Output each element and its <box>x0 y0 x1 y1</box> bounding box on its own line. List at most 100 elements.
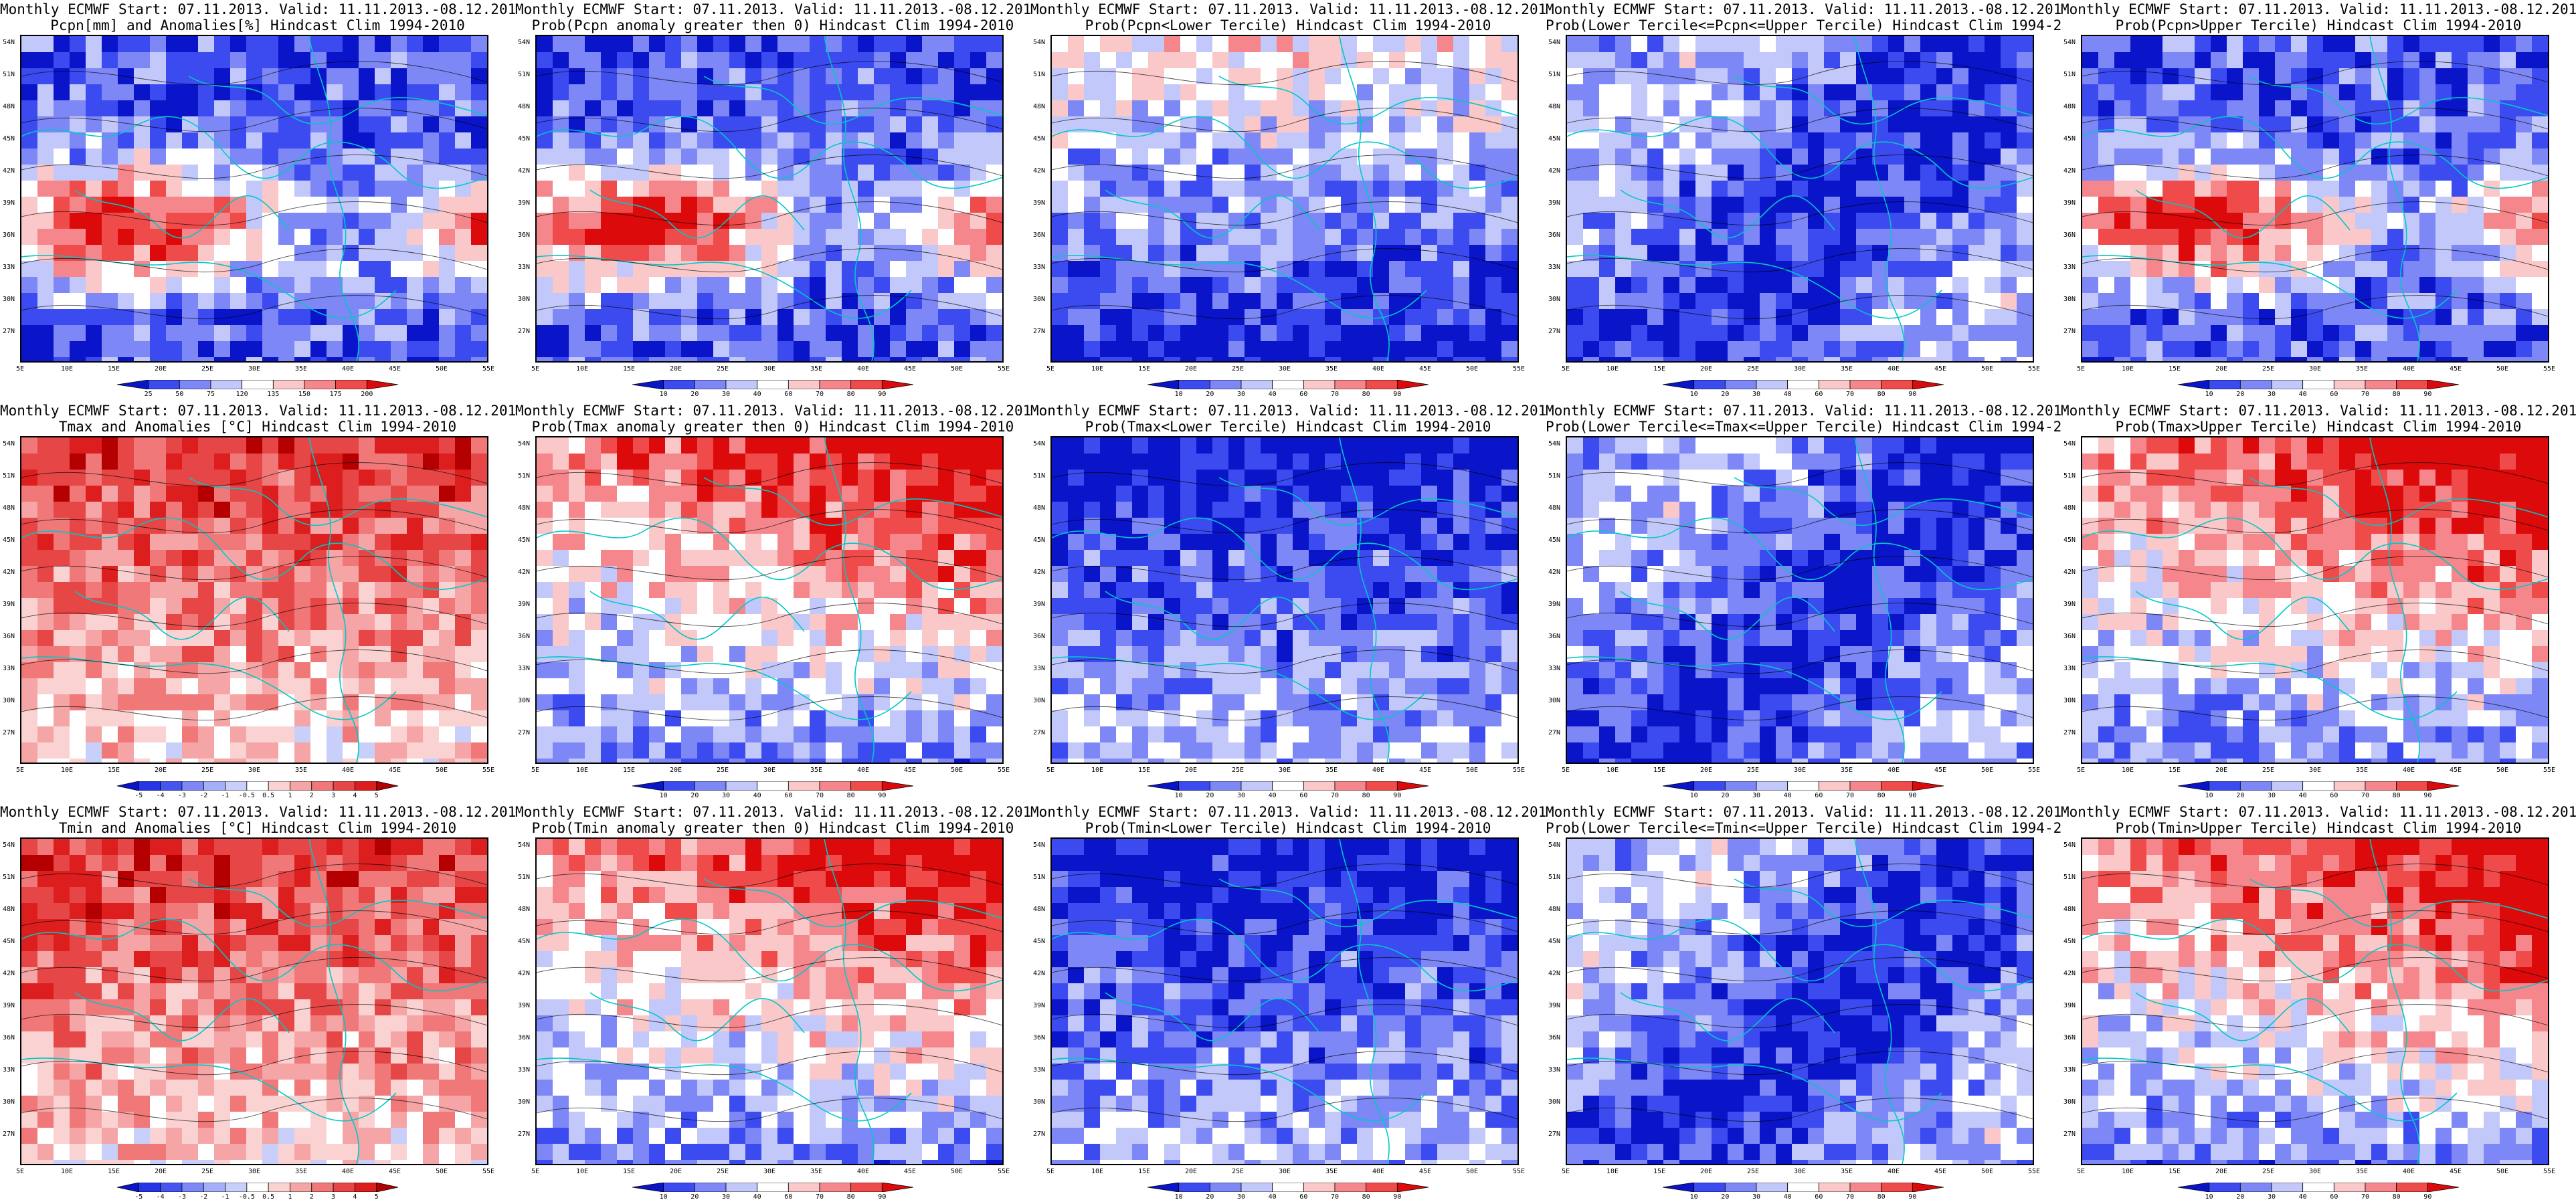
field-cell <box>2275 100 2292 117</box>
lon-label: 15E <box>622 767 636 774</box>
field-cell <box>1904 165 1921 181</box>
field-cell <box>2098 293 2115 310</box>
colorbar-swatch <box>1787 380 1819 389</box>
field-cell <box>1663 132 1680 149</box>
field-cell <box>986 759 1002 763</box>
field-cell <box>262 742 279 759</box>
field-cell <box>794 261 810 278</box>
field-cell <box>874 598 891 615</box>
field-cell <box>842 341 858 358</box>
field-cell <box>2468 325 2484 342</box>
field-cell <box>1261 100 1277 117</box>
field-cell <box>1293 68 1309 85</box>
field-cell <box>198 742 215 759</box>
field-cell <box>278 630 295 647</box>
field-cell <box>2307 52 2324 69</box>
field-cell <box>1373 357 1390 361</box>
field-cell <box>1469 68 1486 85</box>
field-cell <box>1792 293 1809 310</box>
field-cell <box>359 309 375 326</box>
field-cell <box>1116 213 1133 229</box>
field-cell <box>2419 309 2436 326</box>
field-cell <box>214 68 231 85</box>
field-cell <box>1744 165 1760 181</box>
field-cell <box>230 277 247 294</box>
field-cell <box>1485 132 1502 149</box>
field-cell <box>1792 341 1809 358</box>
colorbar-swatch <box>2333 380 2366 389</box>
field-cell <box>2339 277 2356 294</box>
field-cell <box>761 582 778 599</box>
field-cell <box>954 678 971 695</box>
field-cell <box>54 52 70 69</box>
field-cell <box>2452 341 2468 358</box>
field-cell <box>407 598 424 615</box>
field-cell <box>1437 116 1454 133</box>
field-cell <box>713 726 730 743</box>
field-cell <box>1936 229 1953 245</box>
field-cell <box>1100 261 1117 278</box>
field-cell <box>2243 229 2260 245</box>
field-map <box>1052 437 1517 763</box>
field-cell <box>1453 454 1470 470</box>
field-cell <box>1180 245 1197 262</box>
field-cell <box>2355 165 2372 181</box>
field-cell <box>2211 357 2227 361</box>
field-cell <box>375 213 391 229</box>
field-cell <box>906 100 923 117</box>
field-cell <box>343 36 359 53</box>
field-cell <box>826 662 842 679</box>
field-cell <box>842 694 858 711</box>
field-cell <box>553 148 569 165</box>
lat-label: 45N <box>518 536 531 544</box>
field-cell <box>1744 116 1760 133</box>
field-cell <box>246 293 263 310</box>
lon-label: 40E <box>341 365 355 373</box>
field-cell <box>1872 213 1889 229</box>
field-cell <box>954 454 971 470</box>
contour-line <box>537 462 1002 487</box>
field-cell <box>729 181 746 197</box>
field-cell <box>198 614 215 631</box>
field-cell <box>54 357 70 361</box>
field-cell <box>439 742 456 759</box>
field-cell <box>1744 309 1760 326</box>
field-cell <box>1309 277 1325 294</box>
field-cell <box>906 614 923 631</box>
field-cell <box>986 694 1002 711</box>
contour-line <box>537 649 1002 674</box>
field-cell <box>1744 229 1760 245</box>
field-cell <box>1148 148 1165 165</box>
field-cell <box>2307 309 2324 326</box>
field-cell <box>407 68 424 85</box>
field-cell <box>343 277 359 294</box>
field-cell <box>150 100 167 117</box>
field-cell <box>2001 213 2017 229</box>
field-cell <box>569 582 585 599</box>
field-cell <box>1920 277 1937 294</box>
field-cell <box>826 293 842 310</box>
field-cell <box>1968 325 1985 342</box>
field-cell <box>1309 229 1325 245</box>
field-cell <box>954 437 971 454</box>
field-cell <box>439 245 456 262</box>
field-cell <box>54 309 70 326</box>
field-cell <box>230 470 247 486</box>
field-cell <box>874 566 891 583</box>
field-cell <box>2500 325 2516 342</box>
field-cell <box>970 534 987 550</box>
field-cell <box>938 646 955 663</box>
field-cell <box>37 662 54 679</box>
field-cell <box>1228 52 1245 69</box>
colorbar-label: 20 <box>691 792 699 799</box>
field-cell <box>198 293 215 310</box>
field-cell <box>2468 261 2484 278</box>
field-cell <box>439 309 456 326</box>
field-cell <box>537 678 553 695</box>
field-cell <box>761 630 778 647</box>
field-cell <box>407 132 424 149</box>
field-cell <box>1437 437 1454 454</box>
field-cell <box>1647 309 1664 326</box>
field-cell <box>1453 148 1470 165</box>
field-cell <box>569 614 585 631</box>
